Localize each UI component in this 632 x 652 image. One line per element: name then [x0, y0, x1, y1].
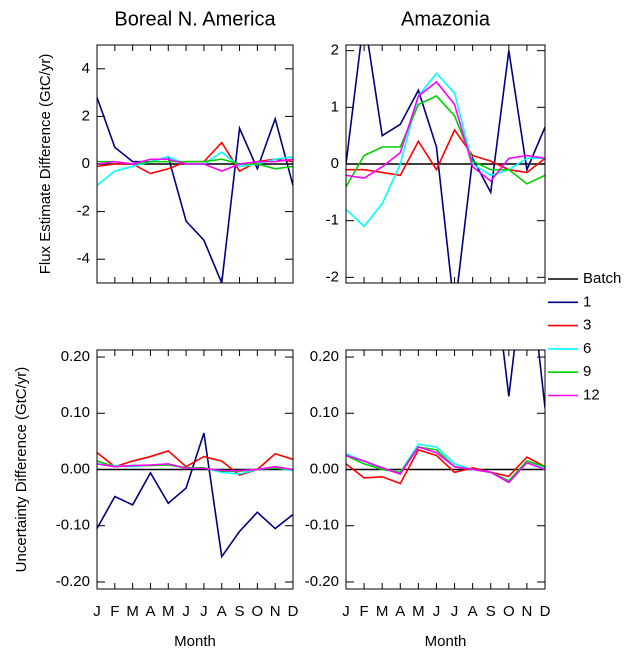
- x-tick-label: M: [126, 603, 139, 620]
- y-tick-label: -1: [326, 212, 339, 229]
- x-tick-label: N: [270, 603, 281, 620]
- series-line: [346, 80, 545, 183]
- y-tick-label: -2: [326, 268, 339, 285]
- x-axis-label: Month: [425, 633, 467, 650]
- plot-frame: [345, 349, 546, 590]
- series-line: [97, 450, 293, 477]
- plot-area: [346, 45, 545, 283]
- x-tick-label: J: [182, 603, 190, 620]
- y-tick-label: -0.10: [305, 517, 339, 534]
- panel-title: Amazonia: [401, 8, 491, 30]
- x-tick-label: N: [521, 603, 532, 620]
- x-tick-label: J: [451, 603, 459, 620]
- legend-label: 1: [583, 293, 591, 310]
- plot-area: [97, 432, 293, 559]
- series-line: [97, 463, 293, 472]
- y-tick-label: 0.10: [61, 404, 90, 421]
- plot-frame: [96, 44, 294, 284]
- y-tick-label: -0.20: [56, 573, 90, 590]
- x-tick-label: M: [162, 603, 175, 620]
- series-line: [97, 432, 293, 559]
- x-tick-label: S: [235, 603, 245, 620]
- y-tick-label: 0.20: [61, 348, 90, 365]
- y-tick-label: -2: [77, 203, 90, 220]
- plot-area: [97, 97, 293, 283]
- y-axis-label: Flux Estimate Difference (GtC/yr): [37, 54, 54, 275]
- series-line: [346, 72, 545, 228]
- y-tick-label: 4: [82, 60, 90, 77]
- x-tick-label: O: [503, 603, 515, 620]
- x-tick-label: J: [342, 603, 350, 620]
- series-line: [346, 128, 545, 177]
- y-tick-label: 1: [331, 98, 339, 115]
- x-tick-label: A: [217, 603, 227, 620]
- y-tick-label: 0.00: [310, 460, 339, 477]
- series-line: [97, 141, 293, 175]
- y-axis-label: Uncertainty Difference (GtC/yr): [13, 367, 30, 573]
- legend-label: Batch: [583, 270, 621, 287]
- series-line: [346, 446, 545, 482]
- y-tick-label: 2: [82, 107, 90, 124]
- legend-label: 12: [583, 386, 600, 403]
- series-line: [97, 158, 293, 173]
- legend-label: 9: [583, 363, 591, 380]
- x-tick-label: A: [468, 603, 478, 620]
- x-tick-label: J: [93, 603, 101, 620]
- plot-frame: [96, 349, 294, 590]
- y-tick-label: -0.10: [56, 517, 90, 534]
- series-line: [346, 95, 545, 188]
- x-tick-label: F: [110, 603, 119, 620]
- legend-label: 3: [583, 317, 591, 334]
- x-tick-label: J: [433, 603, 441, 620]
- x-tick-label: J: [200, 603, 208, 620]
- y-tick-label: 0.00: [61, 460, 90, 477]
- x-tick-label: O: [252, 603, 264, 620]
- plot-frame: [345, 44, 546, 284]
- series-line: [346, 45, 545, 283]
- x-tick-label: S: [486, 603, 496, 620]
- y-tick-label: 0.10: [310, 404, 339, 421]
- x-tick-label: D: [540, 603, 551, 620]
- series-line: [346, 448, 545, 485]
- y-tick-label: 2: [331, 42, 339, 59]
- x-tick-label: A: [145, 603, 155, 620]
- legend-label: 6: [583, 340, 591, 357]
- series-line: [502, 350, 545, 408]
- panel-title: Boreal N. America: [114, 8, 276, 30]
- x-tick-label: M: [412, 603, 425, 620]
- y-tick-label: -4: [77, 250, 90, 267]
- x-tick-label: D: [288, 603, 299, 620]
- x-tick-label: F: [360, 603, 369, 620]
- series-line: [346, 446, 545, 484]
- y-tick-label: 0.20: [310, 348, 339, 365]
- y-tick-label: 0: [331, 155, 339, 172]
- x-tick-label: A: [395, 603, 405, 620]
- x-tick-label: M: [376, 603, 389, 620]
- x-axis-label: Month: [174, 633, 216, 650]
- y-tick-label: -0.20: [305, 573, 339, 590]
- y-tick-label: 0: [82, 155, 90, 172]
- plot-area: [346, 350, 545, 485]
- series-line: [97, 97, 293, 283]
